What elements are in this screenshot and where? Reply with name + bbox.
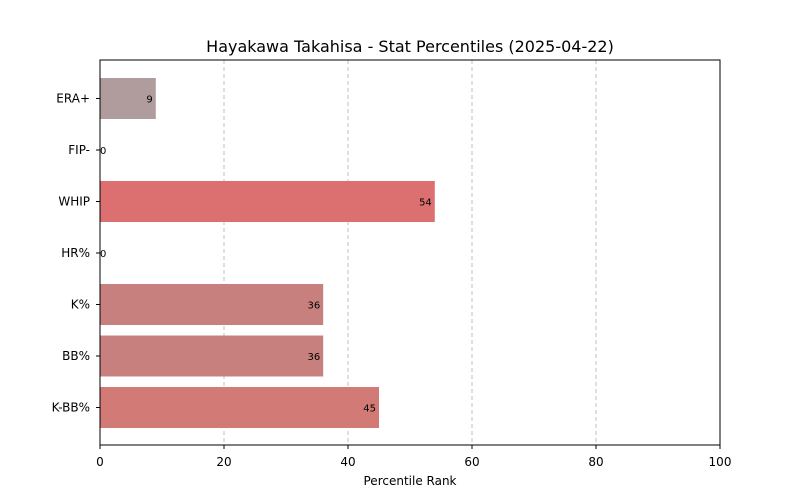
- data-label: 0: [100, 146, 106, 157]
- data-label: 36: [307, 352, 320, 363]
- y-tick-label: WHIP: [58, 195, 90, 209]
- gridlines: [223, 60, 597, 445]
- data-label: 45: [363, 404, 376, 415]
- data-label: 0: [100, 249, 106, 260]
- x-axis-label: Percentile Rank: [364, 474, 457, 488]
- y-tick-label: ERA+: [56, 92, 90, 106]
- data-label: 54: [419, 198, 432, 209]
- bar-k-bb-: [100, 387, 379, 428]
- bar-era-: [100, 78, 156, 119]
- data-label: 36: [307, 301, 320, 312]
- y-tick-label: BB%: [62, 349, 90, 363]
- data-label: 9: [146, 95, 152, 106]
- y-tick-label: K%: [71, 298, 90, 312]
- x-tick-label: 40: [340, 455, 355, 469]
- y-tick-label: HR%: [61, 246, 90, 260]
- bar-k-: [100, 284, 324, 325]
- x-tick-label: 60: [464, 455, 479, 469]
- x-axis-ticks: 0 20 40 60 80 100: [96, 445, 731, 469]
- bars: 9 0 54 0 36 36 45: [100, 78, 435, 428]
- x-tick-label: 0: [96, 455, 104, 469]
- y-axis-ticks: ERA+ FIP- WHIP HR% K% BB% K-BB%: [52, 92, 100, 415]
- x-tick-label: 80: [588, 455, 603, 469]
- bar-bb-: [100, 335, 324, 377]
- y-tick-label: FIP-: [68, 143, 90, 157]
- x-tick-label: 20: [216, 455, 231, 469]
- bar-whip: [100, 181, 435, 222]
- x-tick-label: 100: [709, 455, 732, 469]
- chart-title: Hayakawa Takahisa - Stat Percentiles (20…: [206, 37, 614, 56]
- y-tick-label: K-BB%: [52, 401, 90, 415]
